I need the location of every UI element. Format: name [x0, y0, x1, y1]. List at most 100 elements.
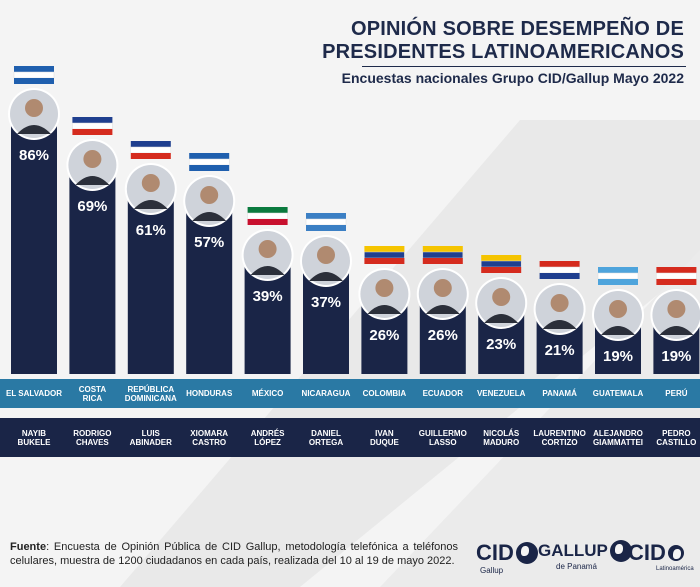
flag-stripe [306, 225, 346, 231]
president-label-line: LAURENTINO [533, 428, 586, 438]
president-label-line: ABINADER [129, 437, 172, 447]
country-label: REPÚBLICA DOMINICANA [122, 379, 180, 408]
portrait-face [375, 279, 394, 297]
flag-stripe [422, 246, 463, 252]
country-label-line: MÉXICO [251, 389, 284, 398]
president-label-line: RODRIGO [73, 428, 112, 438]
value-label: 19% [603, 348, 633, 365]
president-label: NAYIB BUKELE [5, 418, 63, 457]
country-label: GUATEMALA [589, 379, 647, 408]
flag-stripe [247, 207, 288, 213]
globe-icon [515, 542, 538, 564]
president-label: DANIEL ORTEGA [297, 418, 355, 457]
chart-title: OPINIÓN SOBRE DESEMPEÑO DE PRESIDENTES L… [284, 18, 684, 64]
flag-stripe [480, 260, 522, 268]
flag-stripe [656, 272, 697, 280]
logo-cid-latinoamerica-sub: Latinoamérica [656, 566, 694, 572]
globe-icon [609, 540, 632, 562]
president-label: IVAN DUQUE [355, 418, 413, 457]
flag-stripe [656, 279, 697, 285]
flag-stripe [598, 267, 638, 273]
portrait-suit [425, 305, 460, 314]
president-label-line: ALEJANDRO [593, 428, 643, 438]
logo-gallup-panama-main: GALLUP [538, 541, 608, 560]
country-band [0, 379, 700, 408]
country-label-line: ECUADOR [422, 389, 464, 398]
bar [127, 191, 174, 374]
flag-stripe [13, 71, 55, 79]
portrait-face [25, 99, 43, 117]
flag-stripe [189, 153, 230, 159]
president-label-line: LASSO [429, 437, 457, 447]
flag-stripe [305, 218, 347, 226]
president-label-line: BUKELE [17, 437, 51, 447]
flag-stripe [72, 129, 113, 135]
portrait-suit [367, 305, 402, 314]
president-label-line: CASTRO [192, 437, 227, 447]
president-label-line: LÓPEZ [254, 437, 281, 447]
country-label: COSTA RICA [63, 379, 121, 408]
value-label: 19% [661, 348, 691, 365]
president-label: NICOLÁS MADURO [472, 418, 530, 457]
country-label: VENEZUELA [472, 379, 530, 408]
president-label-line: IVAN [375, 428, 394, 438]
flag-stripe [130, 146, 172, 154]
president-label-line: DANIEL [311, 428, 341, 438]
country-label-line: COLOMBIA [362, 389, 407, 398]
logo-cid-gallup-main: CID [476, 540, 514, 565]
portrait-face [83, 150, 102, 168]
source-text: : Encuesta de Opinión Pública de CID Gal… [10, 541, 458, 567]
flag-stripe [422, 251, 464, 259]
president-label-line: CORTIZO [541, 437, 578, 447]
flag-stripe [597, 272, 639, 280]
logo-cid-latinoamerica-main: CID [628, 540, 666, 565]
president-label-line: ORTEGA [308, 437, 344, 447]
country-label: EL SALVADOR [5, 379, 63, 408]
president-label: GUILLERMO LASSO [414, 418, 472, 457]
title-line-1: OPINIÓN SOBRE DESEMPEÑO DE [350, 18, 684, 40]
flag-stripe [364, 251, 405, 259]
title-divider [362, 66, 686, 67]
portrait-face [317, 246, 335, 264]
flag-stripe [656, 267, 697, 273]
portrait-face [200, 186, 219, 204]
flag-stripe [539, 261, 580, 267]
value-label: 23% [486, 336, 516, 353]
flag-stripe [72, 117, 113, 123]
president-label: XIOMARA CASTRO [180, 418, 238, 457]
bar [186, 203, 233, 374]
country-label: PERÚ [647, 379, 700, 408]
portrait-face [667, 300, 686, 318]
bar [11, 116, 57, 374]
country-label-line: NICARAGUA [301, 389, 351, 398]
country-label: NICARAGUA [297, 379, 355, 408]
portrait-suit [659, 326, 694, 335]
portrait-suit [75, 176, 110, 185]
president-band [0, 418, 700, 457]
flag-stripe [14, 66, 54, 72]
president-label-line: XIOMARA [190, 428, 229, 438]
portrait-suit [309, 272, 343, 281]
country-label-line: PERÚ [665, 389, 688, 398]
flag-stripe [364, 246, 405, 252]
country-label-line: VENEZUELA [476, 389, 526, 398]
portrait-face [492, 288, 511, 306]
president-label-line: CASTILLO [656, 437, 697, 447]
president-label: LUIS ABINADER [122, 418, 180, 457]
flag-stripe [188, 158, 230, 166]
president-label-line: PEDRO [662, 428, 691, 438]
value-label: 61% [136, 222, 166, 239]
country-label: ECUADOR [414, 379, 472, 408]
country-label-line: PANAMÁ [542, 389, 577, 398]
country-label: HONDURAS [180, 379, 238, 408]
flag-stripe [130, 141, 171, 147]
country-label: MÉXICO [239, 379, 297, 408]
logo-cid-gallup-sub: Gallup [480, 566, 504, 575]
flag-stripe [72, 122, 113, 130]
flag-stripe [539, 273, 580, 279]
logo-cid-gallup: CID Gallup [476, 540, 538, 575]
country-label-line: RICA [82, 393, 103, 403]
country-label-line: REPÚBLICA [127, 384, 175, 394]
value-label: 57% [194, 234, 224, 251]
portrait-suit [601, 326, 635, 335]
